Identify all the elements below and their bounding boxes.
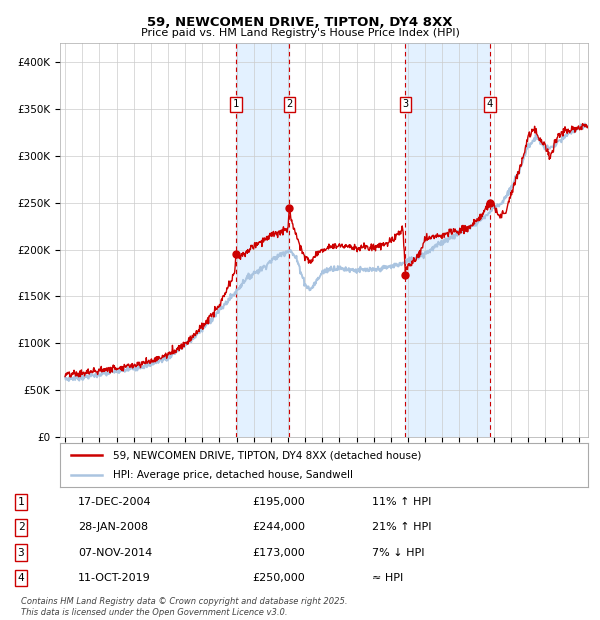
Text: 17-DEC-2004: 17-DEC-2004	[78, 497, 152, 507]
Text: 28-JAN-2008: 28-JAN-2008	[78, 523, 148, 533]
Text: £195,000: £195,000	[252, 497, 305, 507]
Text: 11% ↑ HPI: 11% ↑ HPI	[372, 497, 431, 507]
Text: ≈ HPI: ≈ HPI	[372, 573, 403, 583]
Bar	[406, 43, 490, 437]
Text: 1: 1	[17, 497, 25, 507]
Text: Price paid vs. HM Land Registry's House Price Index (HPI): Price paid vs. HM Land Registry's House …	[140, 28, 460, 38]
Text: HPI: Average price, detached house, Sandwell: HPI: Average price, detached house, Sand…	[113, 469, 353, 479]
Text: 3: 3	[403, 99, 409, 109]
Text: 59, NEWCOMEN DRIVE, TIPTON, DY4 8XX (detached house): 59, NEWCOMEN DRIVE, TIPTON, DY4 8XX (det…	[113, 451, 421, 461]
Text: 07-NOV-2014: 07-NOV-2014	[78, 547, 152, 557]
Text: 4: 4	[17, 573, 25, 583]
Text: 4: 4	[487, 99, 493, 109]
Text: 11-OCT-2019: 11-OCT-2019	[78, 573, 151, 583]
Text: 1: 1	[233, 99, 239, 109]
Text: Contains HM Land Registry data © Crown copyright and database right 2025.
This d: Contains HM Land Registry data © Crown c…	[21, 598, 347, 617]
Bar	[236, 43, 289, 437]
Text: £244,000: £244,000	[252, 523, 305, 533]
Text: 3: 3	[17, 547, 25, 557]
Text: £173,000: £173,000	[252, 547, 305, 557]
Text: 2: 2	[17, 523, 25, 533]
Text: 21% ↑ HPI: 21% ↑ HPI	[372, 523, 431, 533]
Text: £250,000: £250,000	[252, 573, 305, 583]
Text: 7% ↓ HPI: 7% ↓ HPI	[372, 547, 425, 557]
Text: 2: 2	[286, 99, 292, 109]
Text: 59, NEWCOMEN DRIVE, TIPTON, DY4 8XX: 59, NEWCOMEN DRIVE, TIPTON, DY4 8XX	[147, 16, 453, 29]
